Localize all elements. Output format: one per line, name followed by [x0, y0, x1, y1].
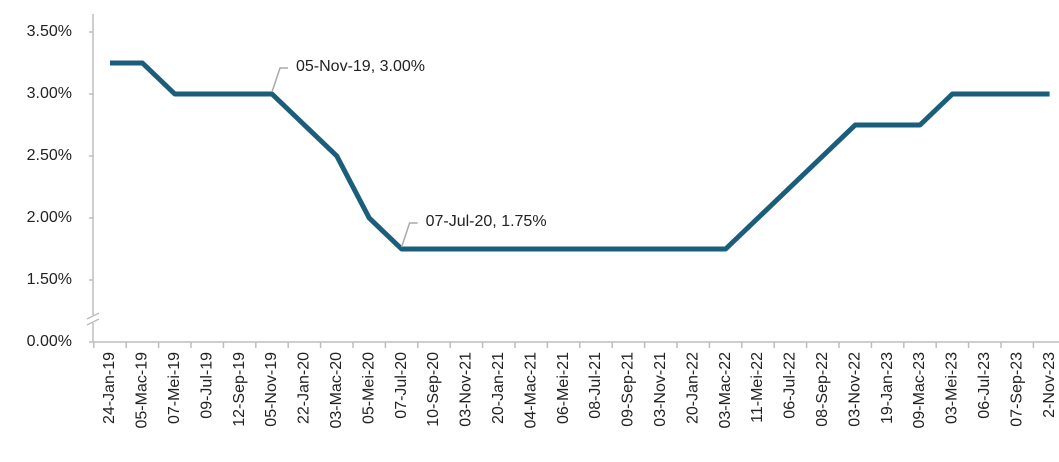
x-tick-label: 20-Jan-21	[490, 352, 507, 424]
y-tick-label: 3.00%	[27, 85, 72, 102]
x-tick-label: 10-Sep-20	[425, 352, 442, 427]
x-tick-label: 05-Mac-19	[134, 352, 151, 429]
x-tick-label: 12-Sep-19	[231, 352, 248, 427]
x-tick-label: 11-Mei-22	[749, 352, 766, 423]
x-tick-label: 03-Mei-23	[944, 352, 961, 424]
y-tick-label: 1.50%	[27, 271, 72, 288]
x-tick-label: 03-Nov-21	[652, 352, 669, 427]
x-tick-label: 09-Sep-21	[620, 352, 637, 427]
data-line	[110, 60, 1050, 252]
annotation-leader	[400, 222, 418, 248]
x-tick-label: 20-Jan-22	[684, 352, 701, 424]
y-tick-label: 2.50%	[27, 147, 72, 164]
x-tick-label: 07-Mei-19	[166, 352, 183, 424]
x-tick-label: 2-Nov-23	[1041, 352, 1058, 418]
y-tick-label: 0.00%	[27, 333, 72, 350]
x-tick-label: 05-Mei-20	[360, 352, 377, 424]
x-tick-label: 06-Mei-21	[555, 352, 572, 424]
axis-break	[86, 318, 100, 326]
x-tick-label: 03-Mac-22	[717, 352, 734, 429]
x-tick-label: 09-Mac-23	[911, 352, 928, 429]
x-tick-label: 09-Jul-19	[198, 352, 215, 419]
x-tick-label: 24-Jan-19	[101, 352, 118, 424]
annotation: 07-Jul-20, 1.75%	[426, 213, 547, 230]
x-tick-label: 19-Jan-23	[879, 352, 896, 424]
x-tick-label: 06-Jul-22	[782, 352, 799, 419]
x-tick-label: 07-Sep-23	[1008, 352, 1025, 427]
x-tick-label: 06-Jul-23	[976, 352, 993, 419]
x-tick-label: 05-Nov-19	[263, 352, 280, 427]
x-tick-label: 07-Jul-20	[393, 352, 410, 419]
axis-break	[86, 312, 100, 320]
y-tick-label: 3.50%	[27, 23, 72, 40]
x-tick-label: 03-Nov-22	[846, 352, 863, 427]
x-tick-label: 03-Mac-20	[328, 352, 345, 429]
x-tick-label: 22-Jan-20	[296, 352, 313, 424]
x-tick-label: 04-Mac-21	[522, 352, 539, 429]
y-tick-label: 2.00%	[27, 209, 72, 226]
x-tick-label: 08-Jul-21	[587, 352, 604, 419]
annotation-leader	[271, 67, 288, 93]
annotation: 05-Nov-19, 3.00%	[296, 58, 425, 75]
axis-break-gap	[87, 315, 99, 323]
x-tick-label: 03-Nov-21	[458, 352, 475, 427]
x-tick-label: 08-Sep-22	[814, 352, 831, 427]
